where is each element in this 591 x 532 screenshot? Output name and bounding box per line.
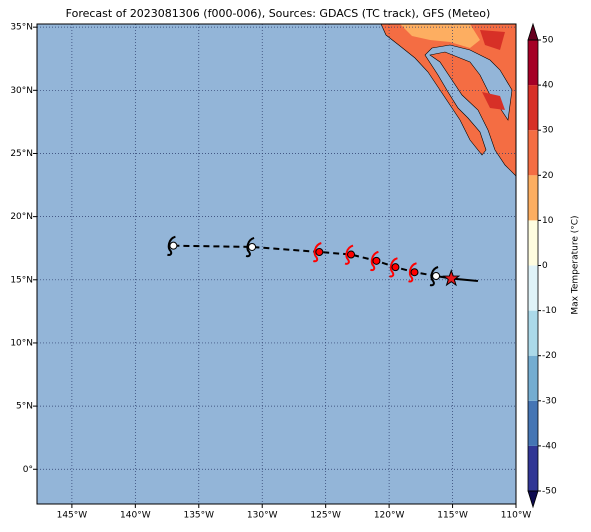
cyclone-marker bbox=[429, 266, 441, 287]
cyclone-symbol bbox=[313, 242, 322, 263]
cyclone-eye bbox=[248, 242, 257, 251]
cyclone-marker bbox=[245, 236, 257, 258]
colorbar-tick-label: 40 bbox=[542, 81, 554, 91]
colorbar-band bbox=[528, 175, 538, 221]
cyclone-marker bbox=[344, 244, 356, 265]
cyclone-symbol bbox=[344, 244, 354, 265]
colorbar-tick-label: 10 bbox=[542, 216, 554, 226]
current-position bbox=[442, 269, 461, 287]
cyclone-eye bbox=[169, 241, 178, 250]
x-tick-label: 115°W bbox=[437, 511, 468, 521]
cyclone-eye bbox=[347, 250, 356, 259]
colorbar-band bbox=[528, 40, 538, 86]
x-tick-label: 120°W bbox=[374, 511, 405, 521]
y-tick-label: 20°N bbox=[10, 212, 33, 222]
colorbar-tick-label: -10 bbox=[542, 306, 557, 316]
cyclone-symbol bbox=[429, 266, 439, 287]
x-tick-label: 110°W bbox=[501, 511, 532, 521]
x-tick-label: 140°W bbox=[120, 511, 151, 521]
cyclone-eye bbox=[391, 263, 400, 272]
colorbar-label: Max Temperature (°C) bbox=[571, 215, 581, 314]
y-tick-label: 30°N bbox=[10, 86, 33, 96]
colorbar-band bbox=[528, 85, 538, 131]
y-tick-label: 35°N bbox=[10, 23, 33, 33]
cyclone-eye bbox=[315, 248, 324, 256]
cyclone-symbol bbox=[389, 257, 398, 278]
colorbar-tick-label: -30 bbox=[542, 396, 557, 406]
cyclone-marker bbox=[313, 242, 324, 263]
colorbar-tick-label: -40 bbox=[542, 441, 557, 451]
cyclone-marker bbox=[389, 257, 400, 278]
cyclone-symbol bbox=[245, 236, 255, 258]
colorbar-extend-top bbox=[527, 22, 539, 41]
ocean bbox=[37, 24, 516, 504]
colorbar-band bbox=[528, 130, 538, 176]
cyclone-marker bbox=[370, 250, 381, 272]
y-tick-label: 15°N bbox=[10, 275, 33, 285]
cyclone-symbol bbox=[167, 235, 176, 256]
map-frame bbox=[36, 23, 517, 505]
y-tick-label: 5°N bbox=[16, 402, 33, 412]
y-tick-label: 10°N bbox=[10, 338, 33, 348]
colorbar-tick-label: -50 bbox=[542, 487, 557, 497]
cyclone-symbol bbox=[408, 262, 417, 283]
cyclone-symbol bbox=[370, 250, 379, 272]
colorbar-band bbox=[528, 220, 538, 266]
chart-title: Forecast of 2023081306 (f000-006), Sourc… bbox=[66, 7, 491, 20]
colorbar-band bbox=[528, 265, 538, 311]
x-tick-label: 135°W bbox=[183, 511, 214, 521]
colorbar-tick-label: 20 bbox=[542, 171, 554, 181]
x-tick-label: 130°W bbox=[247, 511, 278, 521]
colorbar-extend-bottom bbox=[527, 490, 539, 509]
colorbar-band bbox=[528, 445, 538, 491]
land bbox=[380, 23, 517, 177]
cyclone-eye bbox=[372, 256, 381, 265]
cyclone-eye bbox=[432, 272, 441, 280]
y-tick-label: 0° bbox=[23, 465, 33, 475]
colorbar-tick-label: -20 bbox=[542, 351, 557, 361]
colorbar-tick-label: 50 bbox=[542, 36, 554, 46]
colorbar-tick-label: 30 bbox=[542, 126, 554, 136]
x-tick-label: 125°W bbox=[310, 511, 341, 521]
cyclone-marker bbox=[408, 262, 419, 283]
y-tick-label: 25°N bbox=[10, 149, 33, 159]
x-tick-label: 145°W bbox=[57, 511, 88, 521]
colorbar-band bbox=[528, 355, 538, 401]
cyclone-eye bbox=[410, 268, 419, 277]
cyclone-marker bbox=[167, 235, 178, 256]
colorbar-band bbox=[528, 310, 538, 356]
colorbar-band bbox=[528, 400, 538, 446]
colorbar-tick-label: 0 bbox=[542, 261, 548, 271]
